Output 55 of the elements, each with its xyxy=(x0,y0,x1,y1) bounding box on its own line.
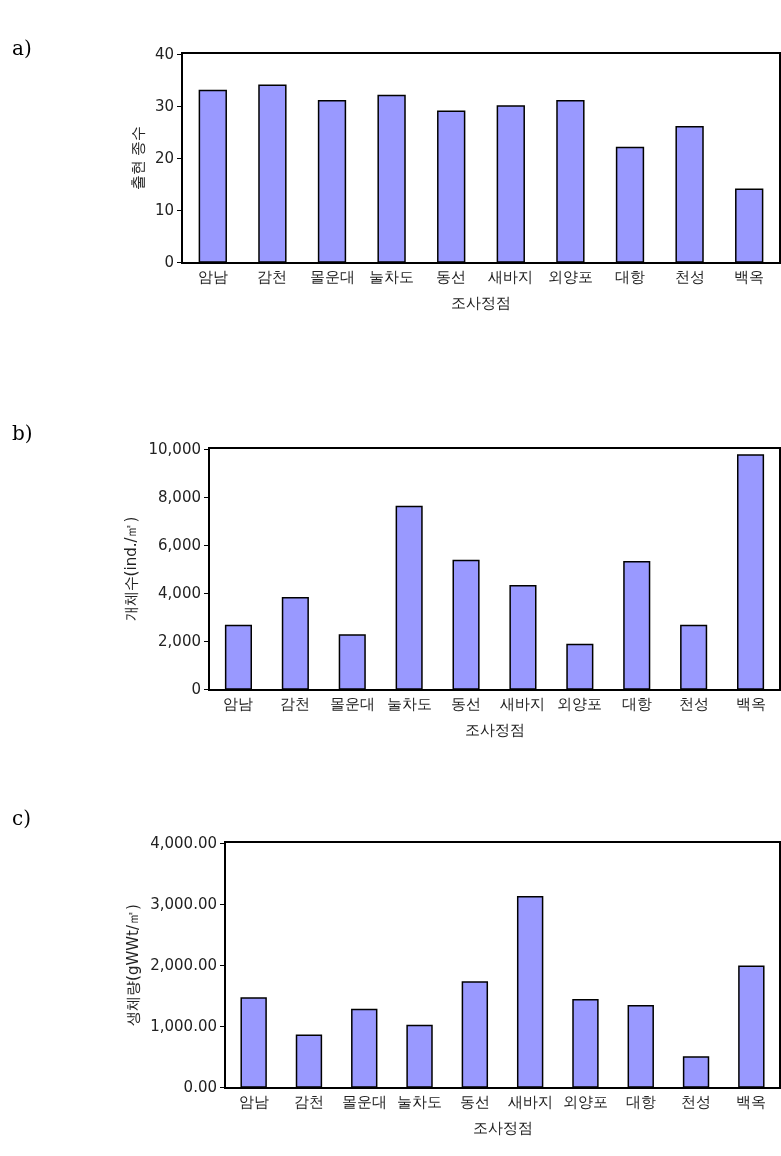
x-tick-label: 동선 xyxy=(436,268,467,286)
text: c) xyxy=(12,806,32,830)
x-tick-label: 대항 xyxy=(625,1093,656,1111)
y-tick-label: 4,000.00 xyxy=(150,834,217,853)
y-tick-label: 10,000 xyxy=(148,440,201,459)
y-tick-label: 0.00 xyxy=(183,1078,217,1097)
y-tick-label: 1,000.00 xyxy=(150,1017,217,1036)
y-tick-label: 2,000.00 xyxy=(150,956,217,975)
x-tick-label: 천성 xyxy=(681,1093,712,1111)
x-tick-label: 눌차도 xyxy=(397,1093,443,1111)
y-tick-label: 6,000 xyxy=(158,536,201,555)
x-tick-label: 동선 xyxy=(459,1093,490,1111)
text: a) xyxy=(12,36,32,60)
x-tick-label: 새바지 xyxy=(507,1093,553,1111)
y-axis-title: 개체수(ind./㎡) xyxy=(122,516,141,622)
x-tick-label: 눌차도 xyxy=(386,695,432,713)
y-tick-label: 2,000 xyxy=(158,632,201,651)
y-axis-title: 출현 종수 xyxy=(128,125,147,191)
x-tick-label: 천성 xyxy=(674,268,705,286)
x-tick-label: 몰운대 xyxy=(341,1093,387,1111)
x-tick-label: 암남 xyxy=(197,268,228,286)
x-tick-label: 새바지 xyxy=(488,268,534,286)
text: b) xyxy=(12,421,33,445)
x-axis-title: 조사정점 xyxy=(451,293,511,312)
x-axis-title: 조사정점 xyxy=(464,720,525,739)
x-tick-label: 몰운대 xyxy=(309,268,355,286)
y-tick-label: 40 xyxy=(154,45,174,64)
x-axis-title: 조사정점 xyxy=(472,1118,533,1137)
x-tick-label: 외양포 xyxy=(547,268,593,286)
y-tick-label: 0 xyxy=(164,253,174,272)
x-tick-label: 백옥 xyxy=(735,695,766,713)
x-tick-label: 새바지 xyxy=(500,695,546,713)
x-tick-label: 외양포 xyxy=(562,1093,608,1111)
x-tick-label: 동선 xyxy=(451,695,482,713)
y-tick-label: 30 xyxy=(154,97,174,116)
y-axis-title: 생체량(gWWt/㎡) xyxy=(123,904,142,1026)
y-tick-label: 20 xyxy=(154,149,174,168)
y-tick-label: 3,000.00 xyxy=(150,895,217,914)
y-tick-label: 10 xyxy=(154,201,174,220)
x-tick-label: 눌차도 xyxy=(369,268,415,286)
x-tick-label: 몰운대 xyxy=(329,695,375,713)
x-tick-label: 백옥 xyxy=(736,1093,767,1111)
y-tick-label: 0 xyxy=(191,680,201,699)
x-tick-label: 암남 xyxy=(238,1093,269,1111)
x-tick-label: 대항 xyxy=(615,268,645,286)
x-tick-label: 외양포 xyxy=(557,695,603,713)
x-tick-label: 대항 xyxy=(621,695,652,713)
x-tick-label: 암남 xyxy=(223,695,254,713)
x-tick-label: 감천 xyxy=(280,695,311,713)
x-tick-label: 감천 xyxy=(293,1093,324,1111)
y-tick-label: 4,000 xyxy=(158,584,201,603)
y-tick-label: 8,000 xyxy=(158,488,201,507)
x-tick-label: 천성 xyxy=(678,695,709,713)
x-tick-label: 감천 xyxy=(257,268,288,286)
x-tick-label: 백옥 xyxy=(734,268,765,286)
